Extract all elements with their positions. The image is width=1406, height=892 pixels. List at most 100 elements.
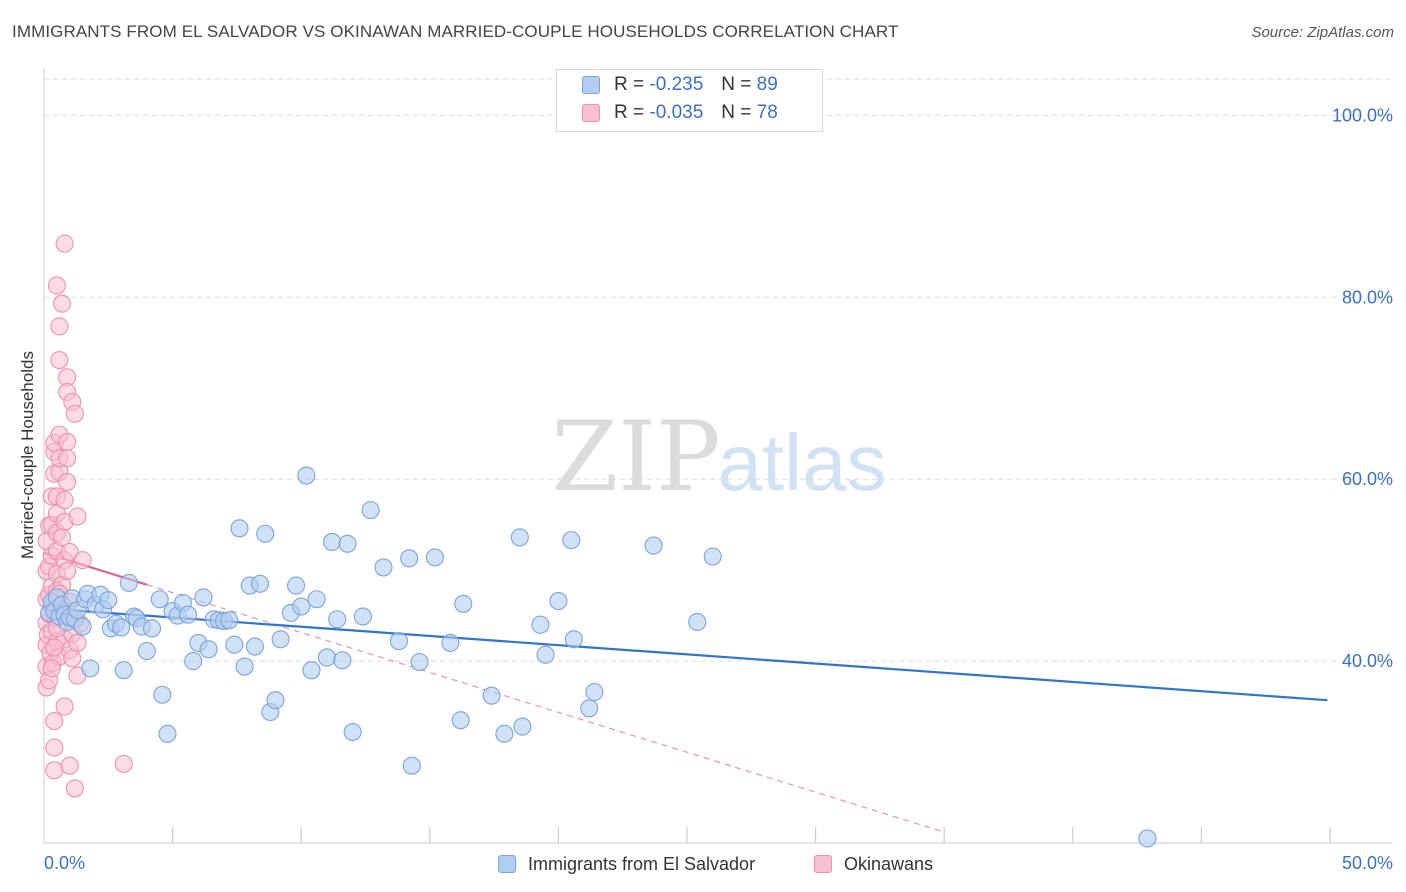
legend-label: Okinawans	[844, 853, 934, 874]
watermark-zip: ZIP	[551, 401, 720, 513]
tick-labels: 40.0% 60.0% 80.0% 100.0% 0.0% 50.0%	[44, 105, 1393, 873]
okinawans-swatch	[582, 104, 600, 122]
okinawans-point	[65, 404, 84, 423]
el-salvador-point	[536, 645, 555, 664]
el-salvador-point	[400, 549, 419, 568]
okinawans-point	[58, 449, 77, 468]
okinawans-point	[45, 738, 64, 757]
el-salvador-point	[184, 652, 203, 671]
el-salvador-swatch	[498, 855, 516, 873]
x-tick-label: 0.0%	[44, 853, 85, 873]
stats-legend: R = -0.235 N = 89 R = -0.035 N = 78	[556, 69, 823, 132]
el-salvador-point	[225, 635, 244, 654]
el-salvador-point	[688, 612, 707, 632]
el-salvador-point	[580, 699, 599, 718]
okinawans-point	[60, 756, 79, 775]
el-salvador-point	[374, 558, 393, 577]
el-salvador-point	[454, 594, 473, 613]
x-tick-label: 50.0%	[1342, 853, 1393, 873]
el-salvador-point	[302, 661, 321, 680]
legend-item-el-salvador: Immigrants from El Salvador	[498, 851, 755, 877]
el-salvador-point	[343, 722, 362, 742]
stats-row-el-salvador: R = -0.235 N = 89	[582, 73, 778, 97]
el-salvador-point	[353, 607, 372, 626]
stats-row-okinawans: R = -0.035 N = 78	[582, 101, 778, 125]
okinawans-trend-dashed	[146, 584, 945, 833]
okinawans-point	[55, 491, 74, 510]
okinawans-point	[50, 350, 69, 370]
el-salvador-point	[99, 591, 118, 610]
okinawans-point	[55, 234, 74, 253]
el-salvador-point	[235, 657, 254, 676]
el-salvador-point	[142, 619, 162, 638]
el-salvador-point	[119, 573, 138, 592]
el-salvador-point	[266, 691, 285, 710]
okinawans-point	[58, 562, 77, 581]
r-label: R =	[614, 74, 645, 95]
el-salvador-point	[564, 630, 583, 649]
el-salvador-point	[81, 659, 100, 678]
el-salvador-point	[153, 685, 172, 704]
el-salvador-point	[194, 588, 213, 607]
el-salvador-point	[317, 648, 336, 667]
el-salvador-points	[40, 466, 1157, 848]
okinawans-point	[42, 659, 61, 678]
watermark-atlas: atlas	[718, 418, 887, 507]
el-salvador-point	[178, 605, 198, 624]
n-value: 78	[756, 102, 778, 123]
el-salvador-point	[425, 548, 444, 567]
el-salvador-point	[513, 717, 532, 736]
okinawans-point	[50, 317, 69, 336]
el-salvador-point	[333, 651, 352, 670]
el-salvador-point	[323, 532, 342, 551]
y-axis-title: Married-couple Households	[18, 351, 37, 559]
okinawans-point	[52, 294, 72, 313]
okinawans-point	[45, 712, 64, 731]
okinawans-point	[47, 276, 66, 295]
el-salvador-point	[297, 466, 316, 485]
el-salvador-point	[482, 686, 501, 705]
axes	[43, 68, 1392, 844]
el-salvador-point	[137, 642, 156, 661]
el-salvador-point	[531, 615, 550, 634]
el-salvador-point	[230, 519, 249, 538]
okinawans-point	[45, 638, 64, 657]
trend-lines	[43, 551, 1328, 833]
okinawans-point	[58, 472, 77, 491]
el-salvador-point	[441, 633, 460, 652]
el-salvador-point	[510, 528, 529, 547]
el-salvador-trend-line	[43, 607, 1328, 702]
el-salvador-point	[256, 524, 275, 543]
okinawans-point	[65, 779, 84, 798]
watermark: ZIP atlas	[551, 401, 886, 513]
el-salvador-point	[158, 724, 177, 743]
el-salvador-point	[328, 610, 347, 629]
okinawans-point	[63, 649, 82, 668]
y-tick-label: 100.0%	[1332, 105, 1393, 125]
el-salvador-point	[389, 632, 408, 651]
okinawans-point	[58, 432, 77, 451]
el-salvador-point	[338, 534, 357, 553]
el-salvador-swatch	[582, 76, 600, 94]
okinawans-point	[55, 697, 74, 716]
r-value: -0.035	[649, 102, 704, 123]
el-salvador-point	[703, 547, 722, 566]
y-tick-label: 40.0%	[1342, 651, 1393, 671]
el-salvador-point	[199, 640, 218, 659]
okinawans-point	[68, 507, 87, 526]
source-label: Source: ZipAtlas.com	[1251, 24, 1394, 41]
el-salvador-point	[451, 711, 470, 730]
el-salvador-point	[402, 756, 421, 775]
el-salvador-point	[271, 630, 290, 649]
el-salvador-point	[410, 652, 429, 672]
grid-lines	[44, 78, 1392, 662]
el-salvador-point	[292, 597, 311, 616]
legend-label: Immigrants from El Salvador	[528, 853, 756, 874]
y-tick-label: 60.0%	[1342, 469, 1393, 489]
y-tick-label: 80.0%	[1342, 287, 1393, 307]
r-value: -0.235	[649, 74, 704, 95]
n-label: N =	[721, 74, 752, 95]
okinawans-points	[37, 234, 133, 798]
okinawans-swatch	[814, 855, 832, 873]
